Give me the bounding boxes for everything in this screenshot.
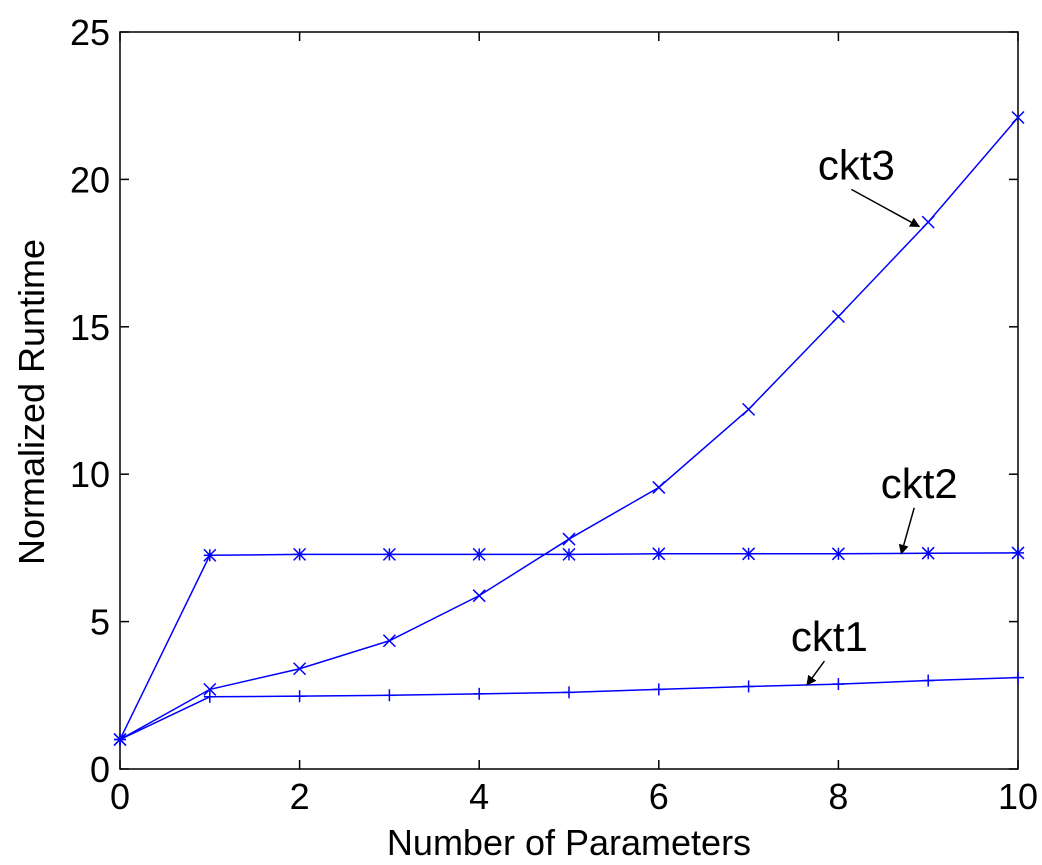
x-tick-label-2: 4 [469,776,489,817]
series-0-point-6 [652,683,665,696]
series-0-point-9 [922,674,935,687]
x-tick-label-4: 8 [828,776,848,817]
series-0-point-8 [832,678,845,691]
series-1-point-9 [921,546,935,560]
series-2-point-0 [113,732,127,747]
plot-frame [119,31,1019,770]
annotation-arrow-1 [898,507,915,555]
series-1-point-5 [562,547,576,561]
series-1-point-4 [472,547,486,561]
annotation-label-1: ckt2 [881,460,958,507]
annotation-label-0: ckt1 [791,613,868,660]
series-0-point-1 [203,690,216,703]
y-tick-label-4: 20 [70,159,110,200]
x-tick-label-0: 0 [110,776,130,817]
series-1-point-3 [382,547,396,561]
series-0-point-10 [1012,671,1024,684]
y-tick-label-1: 5 [90,602,110,643]
x-tick-label-1: 2 [290,776,310,817]
series-0-point-2 [293,690,306,703]
series-0-point-3 [383,689,396,702]
series-0-point-7 [742,680,755,693]
y-tick-label-5: 25 [70,12,110,53]
series-0-point-4 [473,687,486,700]
series-1-point-2 [293,547,307,561]
series-0-point-5 [563,686,575,699]
series-1-point-8 [831,547,845,561]
y-tick-label-3: 15 [70,307,110,348]
series-2-point-3 [382,634,396,648]
annotation-arrow-2 [850,188,921,228]
x-tick-label-3: 6 [649,776,669,817]
series-2-point-9 [921,215,935,229]
series-1-point-6 [652,547,666,561]
series-1-point-7 [742,547,756,561]
series-line-2 [119,117,1019,741]
y-axis-title: Normalized Runtime [11,239,52,565]
series-2-point-10 [1011,110,1025,125]
series-1-point-1 [203,548,217,562]
series-1-point-10 [1011,546,1025,560]
series-2-point-6 [652,480,666,494]
series-2-point-1 [203,682,217,696]
y-tick-label-2: 10 [70,454,110,495]
x-axis-title: Number of Parameters [387,822,751,863]
series-2-point-2 [293,662,307,676]
series-2-point-4 [472,589,486,603]
series-2-point-7 [742,402,756,416]
y-tick-label-0: 0 [90,749,110,790]
series-2-point-5 [562,532,576,546]
annotation-arrow-0 [806,660,826,686]
annotation-label-2: ckt3 [818,141,895,188]
x-tick-label-5: 10 [998,776,1038,817]
series-2-point-8 [831,309,845,324]
series-line-1 [119,552,1019,740]
